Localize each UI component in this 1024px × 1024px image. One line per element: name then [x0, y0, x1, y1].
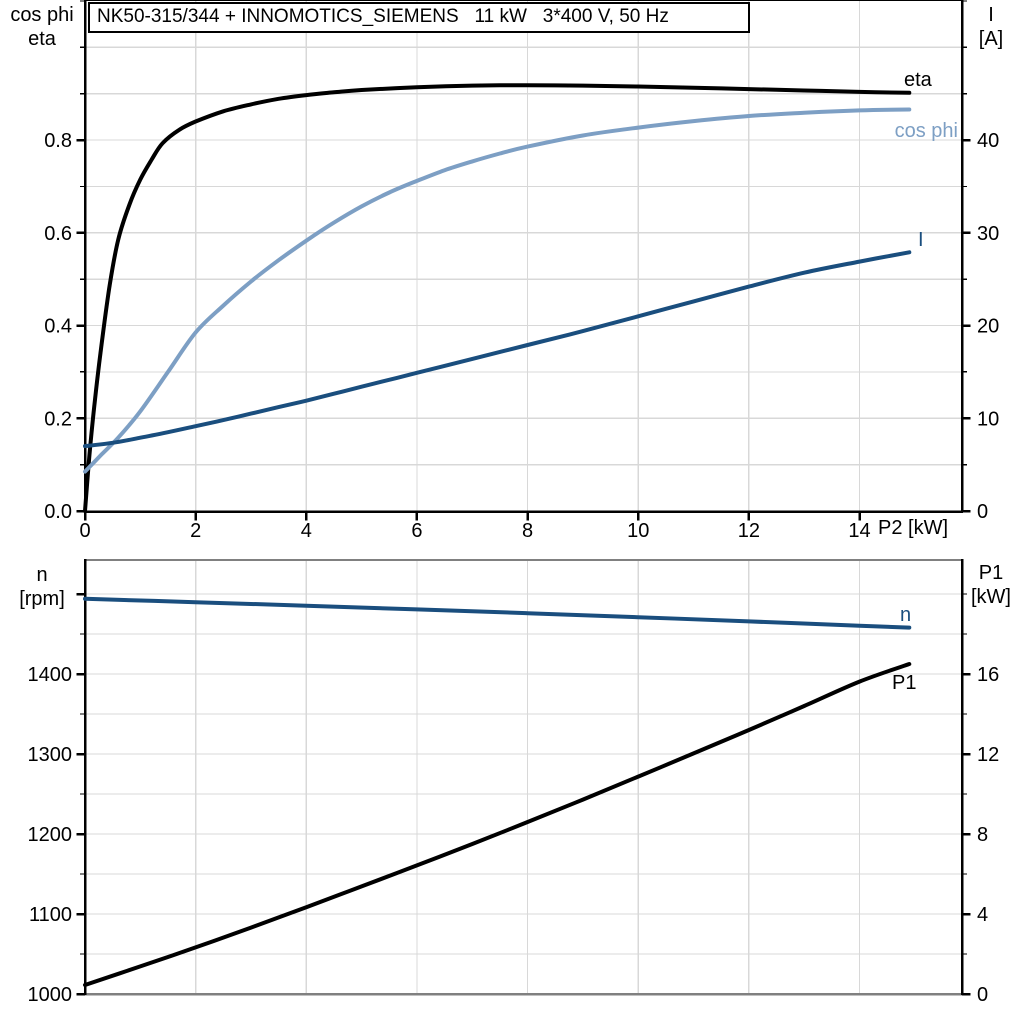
cos-phi-curve-label: cos phi: [895, 120, 958, 142]
bottom-left-tick-label: 1300: [28, 744, 73, 766]
axis-title-line-p1: P1: [978, 562, 1004, 584]
bottom-left-tick-label: 1200: [28, 824, 73, 846]
bottom-left-tick-label: 1100: [29, 904, 72, 926]
axis-title-line-n: n: [36, 564, 48, 586]
axis-title-line-eta: eta: [28, 28, 56, 50]
top-left-axis-title: cos phi eta: [2, 3, 82, 51]
bottom-right-tick-label: 12: [977, 744, 999, 766]
top-right-tick-label: 40: [977, 130, 999, 152]
top-x-tick-label: 14: [848, 520, 870, 542]
axis-title-line-cosphi: cos phi: [10, 4, 74, 26]
top-x-tick-label: 12: [738, 520, 760, 542]
top-right-tick-label: 30: [977, 223, 999, 245]
top-x-tick-label: 0: [79, 520, 90, 542]
n-curve: [83, 596, 912, 630]
top-x-tick-label: 8: [522, 520, 533, 542]
axis-title-line-rpm: [rpm]: [19, 588, 65, 610]
bottom-left-tick-label: 1400: [28, 664, 73, 686]
top-left-tick-label: 0.8: [44, 130, 72, 152]
bottom-right-tick-label: 8: [977, 824, 988, 846]
top-left-tick-label: 0.2: [44, 408, 72, 430]
axis-title-line-amps: [A]: [978, 28, 1004, 50]
bottom-right-tick-label: 16: [977, 664, 999, 686]
bottom-right-tick-label: 4: [977, 904, 988, 926]
bottom-left-tick-label: 1000: [28, 984, 73, 1006]
top-right-tick-label: 20: [977, 316, 999, 338]
P1-curve: [83, 662, 912, 987]
top-right-tick-label: 0: [977, 501, 988, 523]
I-curve-label: I: [918, 229, 924, 251]
top-x-axis-title: P2 [kW]: [878, 517, 949, 539]
eta-curve: [83, 83, 912, 513]
top-x-tick-label: 2: [190, 520, 201, 542]
top-x-tick-label: 6: [411, 520, 422, 542]
top-left-tick-label: 0.0: [44, 501, 72, 523]
top-x-tick-label: 4: [301, 520, 312, 542]
axis-title-line-kw: [kW]: [971, 586, 1011, 608]
eta-curve-label: eta: [904, 69, 933, 91]
P1-curve-label: P1: [892, 672, 916, 694]
top-right-tick-label: 10: [977, 408, 999, 430]
bottom-right-tick-label: 0: [977, 984, 988, 1006]
cos-phi-curve: [83, 107, 912, 474]
top-x-tick-label: 10: [627, 520, 649, 542]
bottom-right-axis-title: P1 [kW]: [962, 561, 1020, 609]
I-curve: [83, 250, 912, 449]
top-left-tick-label: 0.4: [44, 316, 72, 338]
top-left-tick-label: 0.6: [44, 223, 72, 245]
axis-title-line-i: I: [988, 4, 994, 26]
bottom-left-axis-title: n [rpm]: [2, 563, 82, 611]
top-right-axis-title: I [A]: [962, 3, 1020, 51]
chart-title-box: NK50-315/344 + INNOMOTICS_SIEMENS 11 kW …: [88, 2, 750, 33]
n-curve-label: n: [900, 604, 911, 626]
